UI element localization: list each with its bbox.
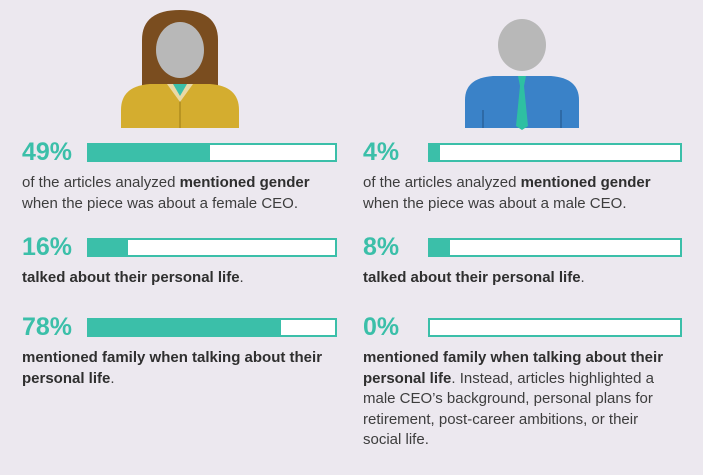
percent-label: 49% <box>22 138 73 166</box>
stat-description: mentioned family when talking about thei… <box>22 348 327 389</box>
stat-description: of the articles analyzed mentioned gende… <box>22 173 342 214</box>
female-ceo-column: 49% of the articles analyzed mentioned g… <box>0 0 337 475</box>
stat-description: talked about their personal life. <box>363 268 683 289</box>
percent-label: 78% <box>22 313 73 341</box>
desc-text: when the piece was about a male CEO. <box>363 194 627 212</box>
female-ceo-icon <box>121 10 239 128</box>
bar-track <box>87 238 337 257</box>
desc-text: . <box>110 369 115 387</box>
head <box>498 19 546 71</box>
desc-text: . <box>239 269 244 286</box>
male-ceo-column: 4% of the articles analyzed mentioned ge… <box>355 0 685 475</box>
bar-fill <box>89 145 210 160</box>
stat-description: talked about their personal life. <box>22 268 342 289</box>
tie <box>516 76 528 130</box>
head <box>156 22 204 78</box>
percent-label: 4% <box>363 138 400 166</box>
desc-text: . <box>580 269 585 286</box>
desc-text: of the articles analyzed <box>22 174 180 191</box>
shirt-seam <box>482 110 562 128</box>
desc-text: of the articles analyzed <box>363 174 521 191</box>
bar-fill <box>430 145 440 160</box>
bar-track <box>428 318 682 337</box>
bar-fill <box>89 320 281 335</box>
bar-fill <box>430 240 450 255</box>
desc-text: when the piece was about a female CEO. <box>22 194 298 212</box>
desc-bold: mentioned family when talking about thei… <box>363 349 664 387</box>
stat-description: of the articles analyzed mentioned gende… <box>363 173 683 214</box>
bar-track <box>87 318 337 337</box>
stat-description: mentioned family when talking about thei… <box>363 348 668 451</box>
bar-fill <box>89 240 129 255</box>
desc-bold: mentioned gender <box>520 174 651 191</box>
male-ceo-icon <box>465 19 579 130</box>
desc-bold: mentioned gender <box>179 174 310 191</box>
bar-track <box>87 143 337 162</box>
bar-track <box>428 143 682 162</box>
desc-bold: mentioned family when talking about thei… <box>22 349 323 387</box>
desc-text: . Instead, articles highlighted a male C… <box>363 369 654 449</box>
desc-bold: talked about their personal life <box>22 269 240 286</box>
collar-accent <box>173 84 187 96</box>
percent-label: 16% <box>22 233 73 261</box>
percent-label: 0% <box>363 313 400 341</box>
bar-track <box>428 238 682 257</box>
desc-bold: talked about their personal life <box>363 269 581 286</box>
percent-label: 8% <box>363 233 400 261</box>
